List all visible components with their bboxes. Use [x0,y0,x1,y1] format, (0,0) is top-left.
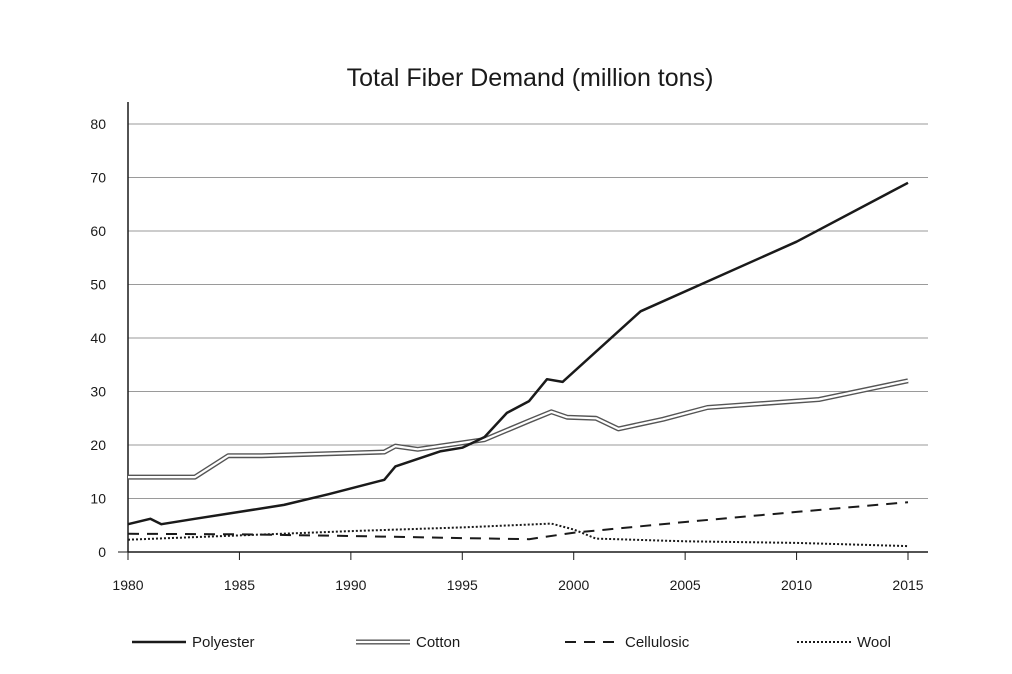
x-tick-label: 1985 [224,577,255,593]
x-tick-label: 1980 [112,577,143,593]
x-tick-label: 2000 [558,577,589,593]
series-lines [127,181,909,548]
y-tick-label: 20 [90,437,106,453]
y-axis-ticks: 0 10 20 30 40 50 60 70 80 [90,116,106,560]
gridlines [128,123,928,499]
series-line-cotton-inner [128,379,909,479]
chart-title: Total Fiber Demand (million tons) [347,64,714,92]
axes [118,102,928,553]
legend-label-cellulosic: Cellulosic [625,634,690,651]
x-axis-ticks: 1980 1985 1990 1995 2000 2005 2010 2015 [112,552,924,593]
legend-label-polyester: Polyester [192,634,255,651]
legend-item-cotton: Cotton [356,634,460,651]
series-line-cellulosic [127,501,909,541]
x-tick-label: 2015 [892,577,923,593]
legend: Polyester Cotton Cellulosic Wool [132,634,891,651]
y-tick-label: 80 [90,116,106,132]
legend-label-wool: Wool [857,634,891,651]
y-tick-label: 30 [90,384,106,400]
y-tick-label: 60 [90,223,106,239]
series-cellulosic [127,501,909,541]
series-line-polyester [127,181,909,526]
y-tick-label: 50 [90,277,106,293]
legend-label-cotton: Cotton [416,634,460,651]
x-tick-label: 2010 [781,577,812,593]
series-line-cotton-outer [128,378,909,480]
y-tick-label: 70 [90,170,106,186]
y-tick-label: 40 [90,330,106,346]
legend-item-wool: Wool [797,634,891,651]
y-tick-label: 0 [98,544,106,560]
y-tick-label: 10 [90,491,106,507]
x-tick-label: 2005 [670,577,701,593]
x-tick-label: 1990 [335,577,366,593]
legend-item-cellulosic: Cellulosic [565,634,690,651]
series-cotton [128,378,909,480]
series-polyester [127,181,909,526]
x-tick-label: 1995 [447,577,478,593]
legend-item-polyester: Polyester [132,634,255,651]
